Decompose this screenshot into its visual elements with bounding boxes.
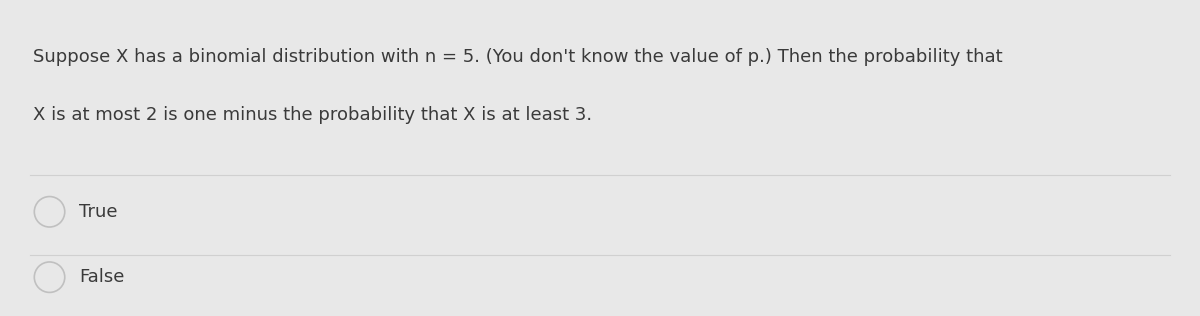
Text: True: True — [79, 203, 118, 221]
Text: False: False — [79, 268, 124, 286]
Text: X is at most 2 is one minus the probability that X is at least 3.: X is at most 2 is one minus the probabil… — [34, 106, 593, 124]
Text: Suppose X has a binomial distribution with n = 5. (You don't know the value of p: Suppose X has a binomial distribution wi… — [34, 47, 1003, 65]
